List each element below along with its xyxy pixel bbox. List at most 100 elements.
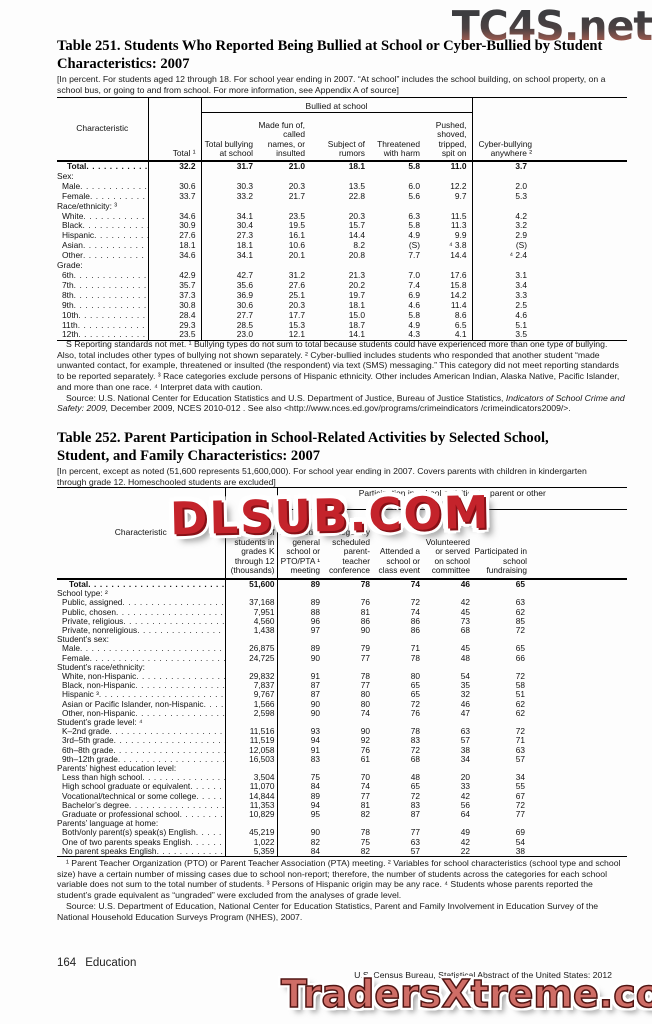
row-label: Public, assigned [62,598,123,608]
value-cell: 5.8 [408,221,420,231]
value-cell [474,635,627,644]
col-number-of-students: Number of students in grades K through 1… [225,487,278,579]
value-cell: 77 [360,653,370,663]
value-cell: 14.4 [348,231,365,241]
value-cell: 13.5 [348,181,365,191]
col-pushed-shoved: Pushed, shoved, tripped, spit on [435,119,467,159]
table-row: One of two parents speaks English 1,022 82… [57,837,627,847]
value-cell: 42 [460,598,470,608]
value-cell: 31.2 [288,270,305,280]
dot-leader [80,182,147,192]
value-cell [324,663,374,672]
table-251: Characteristic Total ¹ Bullied at school… [57,97,628,342]
value-cell [425,172,472,182]
row-label: White [62,211,84,221]
page-content: Table 251. Students Who Reported Being B… [57,0,628,1024]
dot-leader [74,301,147,311]
row-label: Asian or Pacific Islander, non-Hispanic [62,699,204,709]
dot-leader [142,773,224,782]
value-cell: 17.7 [288,310,305,320]
value-cell: 94 [310,736,320,746]
row-label: Total [69,580,89,589]
value-cell: 90 [310,653,320,663]
value-cell: 27.3 [236,231,253,241]
table-row: Public, chosen 7,951 88 81 74 45 62 [57,607,627,617]
table-row: 8th 37.3 36.9 25.1 19.7 6.9 14.2 3.3 [57,290,628,301]
value-cell: 63 [460,727,470,737]
value-cell: 77 [410,828,420,838]
row-label: Female [62,653,90,663]
value-cell: 7,951 [225,607,278,617]
value-cell: 45,219 [225,828,278,838]
value-cell [324,819,374,828]
row-label: Bachelor’s degree [62,800,130,810]
row-label: Graduate or professional school [62,810,180,820]
value-cell: 21.3 [348,270,365,280]
col-total-bullying: Total bullying at school [204,138,253,159]
row-label: School type: ² [57,589,108,599]
value-cell: 90 [310,699,320,709]
value-cell: 62 [515,708,526,718]
value-cell: 57 [460,736,470,746]
value-cell: 85 [515,616,526,626]
value-cell: ⁴ 2.4 [471,251,628,262]
dot-leader [74,291,147,301]
value-cell: ⁴ 3.8 [448,241,467,251]
table-row: 6th–8th grade 12,058 91 76 72 38 63 [57,745,627,755]
value-cell: 6.3 [408,211,420,221]
value-cell: 97 [310,626,320,636]
value-cell: 6.9 [408,290,420,300]
table-row: Vocational/technical or some college 14,8… [57,791,627,801]
row-label: No parent speaks English [62,846,157,856]
value-cell [471,171,628,182]
value-cell: 38 [515,846,526,856]
value-cell [324,718,374,727]
table251-source: Source: U.S. National Center for Educati… [57,392,625,414]
value-cell: 72 [515,727,526,737]
value-cell: 74 [374,577,424,590]
value-cell: 32 [460,690,470,700]
value-cell: 93 [310,727,320,737]
value-cell: 80 [360,690,370,700]
value-cell: 87 [310,690,320,700]
value-cell [324,764,374,773]
row-label: Vocational/technical or some college [62,791,197,801]
table-252: Characteristic Number of students in gra… [57,487,628,858]
value-cell: 62 [515,607,526,617]
value-cell: 91 [310,672,320,682]
value-cell: 16,503 [225,754,278,765]
col-parent-teacher-conference: Regularly scheduled parent-teacher confe… [328,527,370,576]
value-cell: 21.7 [288,191,305,201]
value-cell [474,819,627,828]
value-cell: 27.6 [148,231,202,242]
table251-note: [In percent. For students aged 12 throug… [57,74,606,95]
value-cell [225,819,278,829]
value-cell: 12.1 [288,330,305,340]
value-cell: 63 [515,745,526,755]
value-cell [310,261,370,271]
dot-leader [196,828,224,837]
dot-leader [90,192,147,202]
dot-leader [113,746,224,755]
value-cell: 72 [515,800,526,810]
dot-leader [86,163,147,172]
value-cell: 92 [360,736,370,746]
value-cell: 89 [310,791,320,801]
value-cell: 2,598 [225,708,278,719]
value-cell [471,261,628,271]
dot-leader [74,281,147,291]
value-cell [370,172,425,182]
value-cell [225,635,278,645]
value-cell: 76 [360,745,370,755]
value-cell: 19.5 [288,221,305,231]
table-row: Black 30.9 30.4 19.5 15.7 5.8 11.3 3.2 [57,221,628,232]
value-cell: 30.6 [148,181,202,192]
value-cell: 80 [360,699,370,709]
value-cell: 72 [515,672,526,682]
row-label: Other, non-Hispanic [62,708,136,718]
row-label: 7th [62,280,74,290]
value-cell: 4.9 [408,231,420,241]
row-label: Sex: [57,171,74,181]
value-cell: 42.7 [236,270,253,280]
value-cell: 10.6 [288,241,305,251]
